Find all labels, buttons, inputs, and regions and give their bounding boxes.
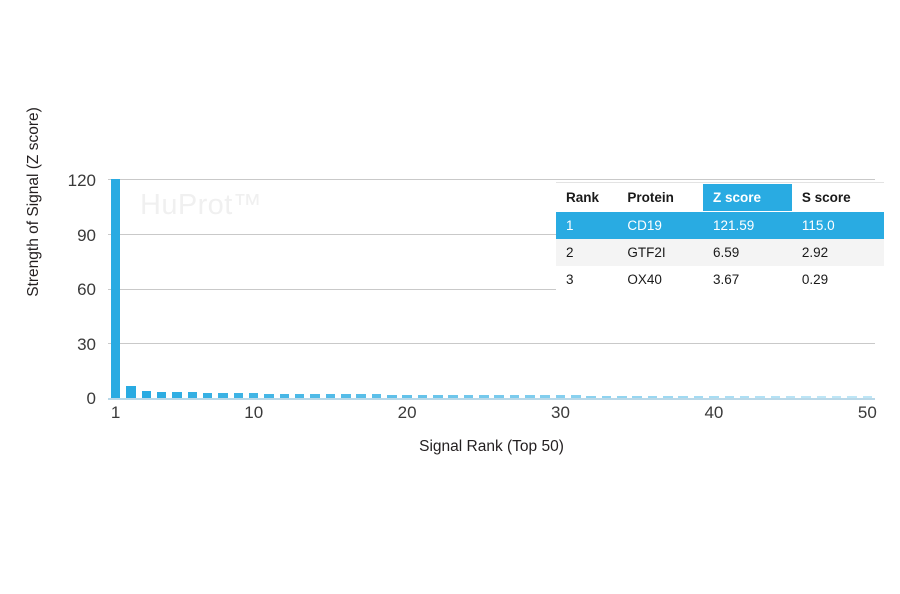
bar	[264, 393, 274, 398]
x-tick-label: 50	[857, 403, 877, 422]
y-tick-label: 30	[77, 335, 96, 354]
bar	[678, 395, 688, 398]
bar	[402, 394, 412, 398]
table-header-row: Rank Protein Z score S score	[556, 184, 884, 212]
bar	[310, 394, 320, 398]
bar	[218, 392, 228, 398]
bar	[387, 394, 397, 398]
cell-z-score: 121.59	[702, 211, 792, 239]
y-tick-label: 120	[67, 171, 96, 190]
bar	[279, 393, 290, 398]
bar	[739, 396, 750, 398]
column-header-protein[interactable]: Protein	[617, 184, 703, 212]
bar	[417, 394, 428, 398]
bar	[248, 393, 259, 398]
gridline-90	[108, 233, 875, 235]
cell-rank: 3	[556, 266, 618, 293]
x-tick-label: 30	[551, 403, 570, 422]
x-axis-tick-labels: 1 10 20 30 40 50	[108, 403, 877, 430]
y-tick-label: 0	[86, 389, 96, 408]
bar	[724, 395, 734, 398]
bar	[202, 392, 213, 398]
bar	[187, 392, 198, 398]
bar	[540, 395, 550, 398]
bar	[463, 395, 474, 398]
column-header-z-score[interactable]: Z score	[702, 184, 792, 212]
cell-s-score: 0.29	[791, 266, 884, 293]
cell-s-score: 2.92	[791, 239, 884, 266]
bar	[110, 179, 121, 398]
bar	[126, 385, 136, 398]
table-header: Rank Protein Z score S score	[556, 184, 884, 212]
table-row[interactable]: 2 GTF2I 6.59 2.92	[556, 239, 884, 266]
huprot-watermark: HuProt™	[140, 189, 263, 221]
bar	[693, 395, 704, 398]
cell-protein: CD19	[617, 211, 703, 239]
bar	[509, 395, 520, 398]
y-tick-label: 90	[77, 226, 96, 245]
bar	[156, 391, 167, 398]
bar	[785, 396, 796, 398]
cell-protein: GTF2I	[617, 239, 703, 266]
bar	[601, 395, 612, 398]
cell-protein: OX40	[617, 266, 703, 293]
top-hits-table: Rank Protein Z score S score 1 CD19 121.…	[556, 184, 884, 293]
x-tick-label: 1	[110, 403, 121, 422]
y-tick-label: 60	[77, 280, 96, 299]
bar	[294, 393, 305, 398]
bar-series	[108, 179, 875, 398]
bar	[525, 395, 535, 398]
bar	[172, 392, 182, 398]
bar	[647, 395, 658, 398]
bar	[816, 396, 827, 398]
bar	[233, 393, 244, 398]
cell-rank: 2	[556, 239, 618, 266]
gridline-30	[108, 343, 875, 345]
bar	[479, 395, 489, 398]
column-header-s-score[interactable]: S score	[791, 184, 884, 212]
cell-s-score: 115.0	[791, 211, 884, 239]
x-tick-label: 40	[704, 403, 724, 422]
bar	[494, 395, 504, 398]
bar	[433, 394, 443, 398]
bar	[709, 395, 719, 398]
plot-area	[108, 179, 875, 398]
bar	[617, 395, 627, 398]
bar	[448, 394, 458, 398]
bar	[571, 395, 581, 398]
table-row[interactable]: 1 CD19 121.59 115.0	[556, 211, 884, 239]
cell-z-score: 3.67	[702, 266, 792, 293]
bar	[586, 395, 596, 398]
cell-rank: 1	[556, 211, 618, 239]
x-tick-label: 10	[244, 403, 264, 422]
x-tick-label: 20	[397, 403, 417, 422]
bar	[663, 395, 673, 398]
bar	[801, 396, 811, 398]
bar	[356, 394, 366, 398]
bar	[770, 396, 781, 398]
y-axis-tick-labels: 120 90 60 30 0	[48, 0, 96, 594]
bar	[141, 391, 152, 398]
bar	[862, 396, 873, 398]
bar	[371, 394, 382, 398]
table-row[interactable]: 3 OX40 3.67 0.29	[556, 266, 884, 293]
x-axis-line	[108, 398, 875, 400]
bar	[555, 395, 566, 398]
cell-z-score: 6.59	[702, 239, 792, 266]
y-axis-title: Strength of Signal (Z score)	[25, 107, 42, 297]
gridline-120	[108, 179, 875, 180]
bar	[325, 394, 336, 398]
table-top-rule	[556, 182, 884, 183]
bar	[755, 396, 765, 398]
gridline-60	[108, 288, 875, 290]
bar	[341, 394, 351, 398]
x-axis-title: Signal Rank (Top 50)	[419, 438, 564, 455]
bar	[831, 396, 842, 398]
bar	[632, 395, 642, 398]
column-header-rank[interactable]: Rank	[556, 184, 618, 212]
table-body: 1 CD19 121.59 115.0 2 GTF2I 6.59 2.92 3 …	[556, 211, 884, 293]
bar	[847, 396, 857, 398]
